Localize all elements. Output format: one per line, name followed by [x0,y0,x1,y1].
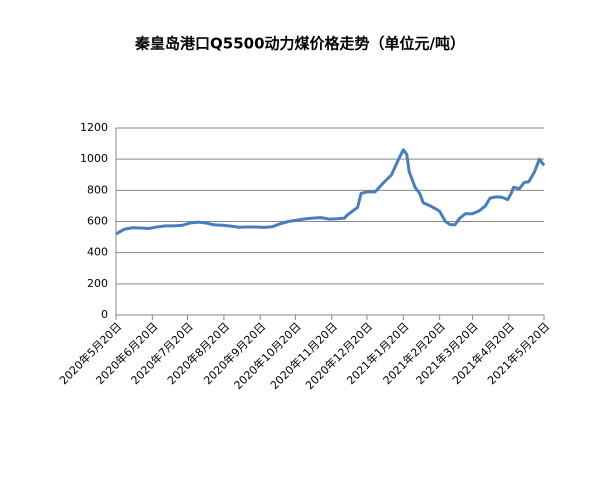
y-tick-label: 0 [101,308,108,321]
x-tick-label: 2020年6月20日 [93,319,161,387]
x-tick-label: 2020年8月20日 [164,319,232,387]
y-tick-label: 800 [87,183,108,196]
x-tick-label: 2020年7月20日 [128,319,196,387]
x-tick-label: 2021年5月20日 [484,319,552,387]
x-tick-label: 2020年5月20日 [56,319,124,387]
y-tick-label: 1200 [80,121,108,134]
y-tick-label: 600 [87,215,108,228]
x-tick-label: 2021年1月20日 [344,319,412,387]
y-tick-label: 1000 [80,152,108,165]
x-tick-label: 2021年4月20日 [449,319,517,387]
data-line [115,148,546,236]
y-tick-label: 200 [87,277,108,290]
chart-title: 秦皇岛港口Q5500动力煤价格走势（单位元/吨） [134,35,465,53]
x-tick-label: 2020年9月20日 [201,319,269,387]
y-tick-label: 400 [87,246,108,259]
